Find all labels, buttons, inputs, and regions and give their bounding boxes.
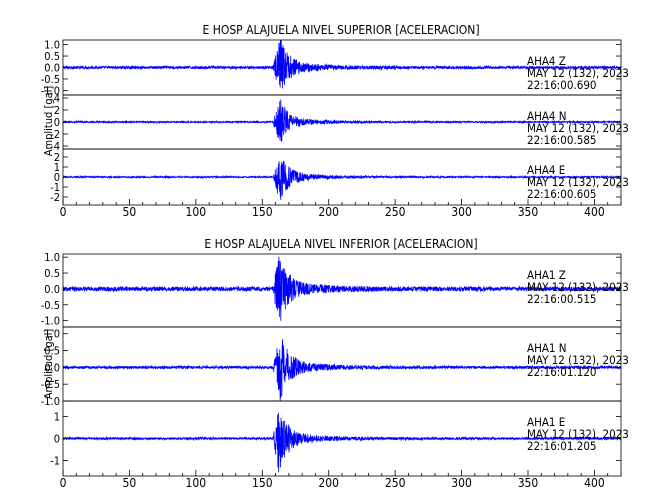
x-tick-label: 150 [252,476,273,490]
channel-label: AHA1 N [527,341,567,355]
x-tick-label: 300 [451,205,472,219]
y-tick-label: -1.0 [41,315,60,328]
x-axis-inferior: 0 50 100 150 200 250 300 350 400 [60,470,622,490]
chart-group-superior: E HOSP ALAJUELA NIVEL SUPERIOR [ACELERAC… [41,23,629,219]
x-tick-label: 300 [451,476,472,490]
x-tick-label: 350 [518,476,539,490]
record-time: 22:16:00.585 [527,133,597,147]
record-time: 22:16:01.205 [527,439,597,453]
x-tick-label: 400 [584,476,605,490]
y-tick-label: 0.0 [44,283,60,296]
y-tick-label: -1.0 [41,395,60,408]
channel-label: AHA1 Z [527,268,566,282]
chart-title-superior: E HOSP ALAJUELA NIVEL SUPERIOR [ACELERAC… [202,23,479,37]
channel-label: AHA4 Z [527,54,566,68]
record-date: MAY 12 (132), 2023 [527,280,629,294]
y-tick-label: 0 [54,116,60,129]
record-time: 22:16:00.515 [527,292,597,306]
y-tick-label: -0.5 [41,73,60,86]
y-axis-label-inferior: Amplitud [gal] [42,329,55,400]
x-tick-label: 50 [123,476,137,490]
x-tick-label: 100 [186,205,207,219]
chart-title-inferior: E HOSP ALAJUELA NIVEL INFERIOR [ACELERAC… [204,237,477,251]
y-tick-label: 0 [54,171,60,184]
y-tick-label: 0.0 [44,361,60,374]
chart-group-inferior: E HOSP ALAJUELA NIVEL INFERIOR [ACELERAC… [41,237,629,490]
x-tick-label: 400 [584,205,605,219]
y-tick-label: -0.5 [41,299,60,312]
y-tick-label: 4 [54,92,60,105]
x-tick-label: 200 [318,476,339,490]
y-tick-label: 2 [54,104,60,117]
record-date: MAY 12 (132), 2023 [527,121,629,135]
y-tick-label: 0 [54,433,60,446]
x-tick-label: 250 [385,205,406,219]
y-tick-label: -1 [50,455,60,468]
channel-label: AHA4 E [527,163,565,177]
waveform-trace-aha4-n [63,99,621,142]
y-tick-label: 1.0 [44,39,60,52]
x-tick-label: 150 [252,205,273,219]
x-tick-label: 200 [318,205,339,219]
channel-label: AHA4 N [527,109,567,123]
waveform-trace-aha1-n [63,339,621,401]
y-tick-label: -2 [50,128,60,141]
x-tick-label: 0 [60,205,67,219]
record-time: 22:16:01.120 [527,365,597,379]
record-date: MAY 12 (132), 2023 [527,175,629,189]
waveform-trace-aha4-z [63,40,621,89]
record-date: MAY 12 (132), 2023 [527,353,629,367]
y-tick-label: -2 [50,191,60,204]
y-tick-label: 1.0 [44,251,60,264]
channel-label: AHA1 E [527,415,565,429]
x-tick-label: 250 [385,476,406,490]
y-tick-label: -0.5 [41,378,60,391]
record-time: 22:16:00.605 [527,187,597,201]
y-axis-label-superior: Amplitud [gal] [42,86,55,157]
y-tick-label: 0.5 [44,50,60,63]
record-time: 22:16:00.690 [527,78,597,92]
x-tick-label: 50 [123,205,137,219]
record-date: MAY 12 (132), 2023 [527,427,629,441]
x-axis-superior: 0 50 100 150 200 250 300 350 400 [60,199,622,219]
x-tick-label: 0 [60,476,67,490]
waveform-trace-aha4-e [63,161,621,201]
waveform-trace-aha1-z [63,256,621,321]
x-tick-label: 350 [518,205,539,219]
waveform-trace-aha1-e [63,412,621,473]
y-tick-label: -1.0 [41,84,60,97]
y-tick-label: -4 [50,140,60,153]
y-tick-label: -1 [50,181,60,194]
y-tick-label: 1 [54,161,60,174]
y-tick-label: 1.0 [44,328,60,341]
x-tick-label: 100 [186,476,207,490]
y-tick-label: 1 [54,410,60,423]
y-tick-label: 0.5 [44,345,60,358]
y-tick-label: 2 [54,151,60,164]
record-date: MAY 12 (132), 2023 [527,66,629,80]
y-tick-label: 0.5 [44,267,60,280]
y-tick-label: 0.0 [44,62,60,75]
